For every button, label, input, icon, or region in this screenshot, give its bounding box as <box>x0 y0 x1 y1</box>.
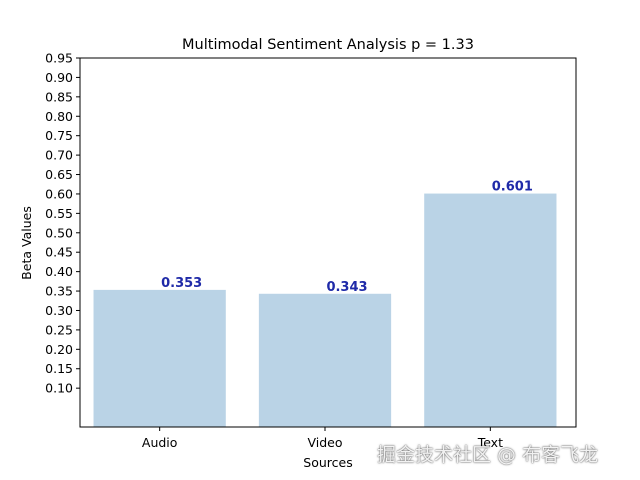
y-tick-label: 0.25 <box>45 322 73 337</box>
bars-group <box>93 193 557 427</box>
y-axis-label: Beta Values <box>19 206 34 280</box>
y-tick-label: 0.80 <box>45 109 73 124</box>
value-label: 0.343 <box>326 280 367 295</box>
y-tick-label: 0.50 <box>45 225 73 240</box>
y-tick-label: 0.20 <box>45 342 73 357</box>
y-tick-label: 0.95 <box>45 51 73 66</box>
x-axis-label: Sources <box>303 455 352 470</box>
y-tick-label: 0.65 <box>45 167 73 182</box>
y-tick-label: 0.10 <box>45 381 73 396</box>
y-tick-label: 0.40 <box>45 264 73 279</box>
bar-video <box>258 293 392 427</box>
y-tick-label: 0.75 <box>45 128 73 143</box>
x-tick-label: Video <box>307 435 342 450</box>
y-axis-ticks: 0.10 0.15 0.20 0.25 0.30 0.35 0.40 0.45 0.50 0.55… <box>45 51 80 396</box>
y-tick-label: 0.15 <box>45 361 73 376</box>
y-tick-label: 0.70 <box>45 148 73 163</box>
y-tick-label: 0.90 <box>45 70 73 85</box>
y-tick-label: 0.60 <box>45 186 73 201</box>
value-label: 0.353 <box>161 276 202 291</box>
x-tick-label: Audio <box>142 435 178 450</box>
value-label: 0.601 <box>492 180 533 195</box>
y-tick-label: 0.35 <box>45 284 73 299</box>
watermark: 掘金技术社区 @ 布客飞龙 <box>377 444 599 466</box>
y-tick-label: 0.30 <box>45 303 73 318</box>
y-tick-label: 0.85 <box>45 89 73 104</box>
value-labels-group: 0.353 0.343 0.601 <box>161 180 533 295</box>
y-tick-label: 0.55 <box>45 206 73 221</box>
bar-audio <box>93 289 226 427</box>
chart-title: Multimodal Sentiment Analysis p = 1.33 <box>182 37 474 53</box>
y-tick-label: 0.45 <box>45 245 73 260</box>
plot-frame <box>79 57 577 428</box>
x-tick-label: Text <box>477 435 503 450</box>
bar-text <box>424 193 557 427</box>
x-axis-ticks: Audio Video Text <box>142 427 503 450</box>
